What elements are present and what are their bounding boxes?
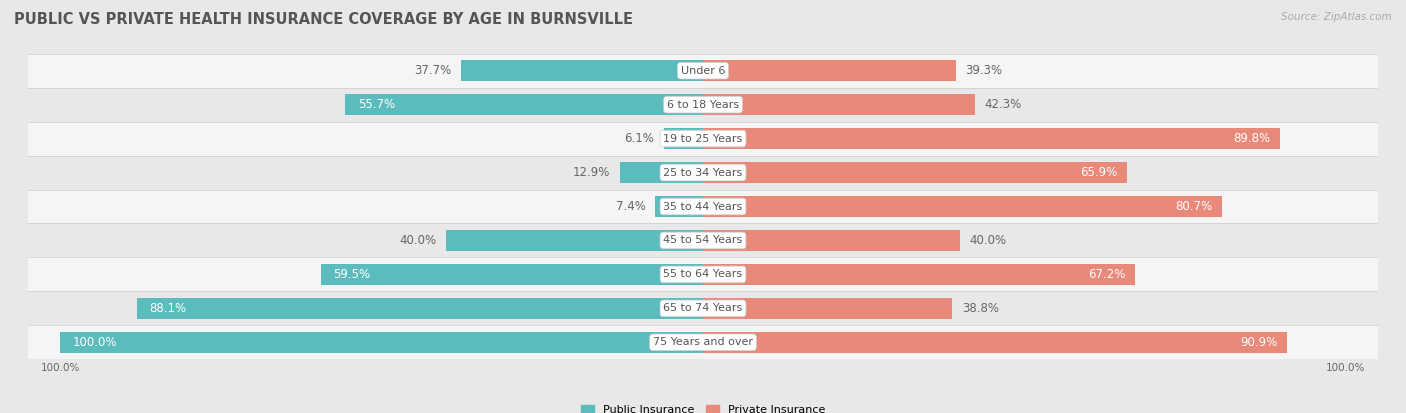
Bar xyxy=(703,162,1126,183)
Bar xyxy=(703,230,960,251)
Bar xyxy=(28,190,1378,223)
Text: Source: ZipAtlas.com: Source: ZipAtlas.com xyxy=(1281,12,1392,22)
Text: 75 Years and over: 75 Years and over xyxy=(652,337,754,347)
Bar xyxy=(703,94,974,115)
Text: 39.3%: 39.3% xyxy=(966,64,1002,77)
Text: 55.7%: 55.7% xyxy=(359,98,395,111)
Text: Under 6: Under 6 xyxy=(681,66,725,76)
Bar xyxy=(703,196,1222,217)
Text: 59.5%: 59.5% xyxy=(333,268,371,281)
Text: 12.9%: 12.9% xyxy=(574,166,610,179)
Bar xyxy=(28,223,1378,257)
Text: 40.0%: 40.0% xyxy=(970,234,1007,247)
Bar xyxy=(703,332,1288,353)
Text: 35 to 44 Years: 35 to 44 Years xyxy=(664,202,742,211)
Text: 80.7%: 80.7% xyxy=(1175,200,1212,213)
Text: 65.9%: 65.9% xyxy=(1080,166,1116,179)
Text: 6.1%: 6.1% xyxy=(624,132,654,145)
Text: 45 to 54 Years: 45 to 54 Years xyxy=(664,235,742,245)
Bar xyxy=(703,298,952,319)
Text: 89.8%: 89.8% xyxy=(1233,132,1271,145)
Text: 6 to 18 Years: 6 to 18 Years xyxy=(666,100,740,109)
Text: 88.1%: 88.1% xyxy=(149,302,187,315)
Bar xyxy=(446,230,703,251)
Bar xyxy=(461,60,703,81)
Text: 7.4%: 7.4% xyxy=(616,200,645,213)
Text: 90.9%: 90.9% xyxy=(1240,336,1278,349)
Text: 40.0%: 40.0% xyxy=(399,234,436,247)
Bar xyxy=(664,128,703,149)
Bar xyxy=(703,264,1135,285)
Bar xyxy=(703,60,956,81)
Text: 67.2%: 67.2% xyxy=(1088,268,1125,281)
Text: 19 to 25 Years: 19 to 25 Years xyxy=(664,133,742,144)
Bar xyxy=(620,162,703,183)
Text: 55 to 64 Years: 55 to 64 Years xyxy=(664,269,742,280)
Bar xyxy=(136,298,703,319)
Bar xyxy=(703,128,1281,149)
Bar xyxy=(60,332,703,353)
Bar xyxy=(28,88,1378,121)
Bar xyxy=(28,292,1378,325)
Bar xyxy=(28,257,1378,292)
Bar xyxy=(321,264,703,285)
Bar xyxy=(655,196,703,217)
Bar xyxy=(344,94,703,115)
Text: PUBLIC VS PRIVATE HEALTH INSURANCE COVERAGE BY AGE IN BURNSVILLE: PUBLIC VS PRIVATE HEALTH INSURANCE COVER… xyxy=(14,12,633,27)
Bar xyxy=(28,121,1378,156)
Text: 37.7%: 37.7% xyxy=(413,64,451,77)
Text: 38.8%: 38.8% xyxy=(962,302,1000,315)
Legend: Public Insurance, Private Insurance: Public Insurance, Private Insurance xyxy=(575,399,831,413)
Text: 65 to 74 Years: 65 to 74 Years xyxy=(664,304,742,313)
Text: 25 to 34 Years: 25 to 34 Years xyxy=(664,168,742,178)
Text: 42.3%: 42.3% xyxy=(984,98,1022,111)
Text: 100.0%: 100.0% xyxy=(73,336,118,349)
Bar xyxy=(28,54,1378,88)
Bar xyxy=(28,325,1378,359)
Bar xyxy=(28,156,1378,190)
